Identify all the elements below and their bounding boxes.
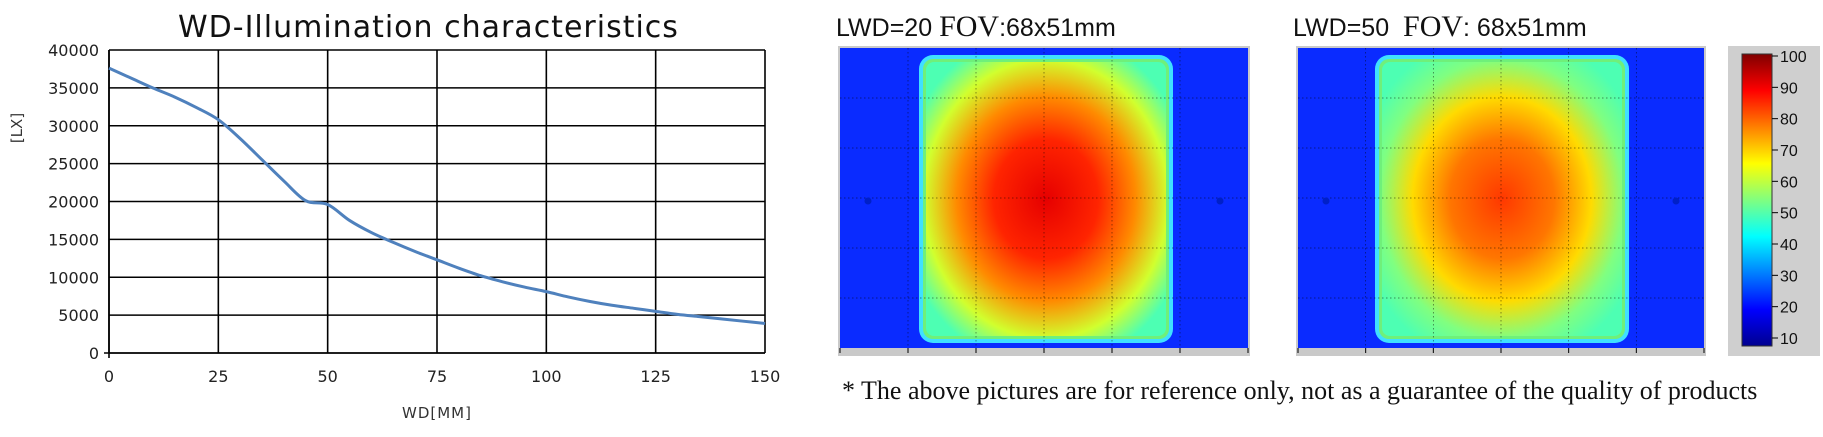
reference-marker [1322, 197, 1330, 205]
reference-marker [1216, 197, 1224, 205]
colorbar-tick-label: 80 [1780, 112, 1798, 129]
x-tick-label: 100 [531, 367, 562, 386]
y-tick-label: 35000 [48, 79, 99, 98]
y-tick-label: 10000 [48, 268, 99, 287]
x-tick-label: 50 [317, 367, 337, 386]
illumination-field [926, 62, 1166, 336]
reference-marker [864, 197, 872, 205]
heatmap-1-fov-label: FOV [939, 10, 1000, 43]
colorbar-tick-label: 40 [1780, 237, 1798, 254]
x-tick-label: 25 [208, 367, 228, 386]
colorbar-ramp [1741, 53, 1773, 347]
colorbar-tick-label: 20 [1780, 300, 1798, 317]
heatmap-lwd20 [838, 46, 1250, 356]
colorbar-tick-label: 10 [1780, 331, 1798, 348]
heatmap-2-title: LWD=50 FOV: 68x51mm [1293, 10, 1587, 44]
y-tick-label: 0 [89, 344, 99, 363]
y-tick-label: 40000 [48, 41, 99, 60]
heatmap-1-title: LWD=20 FOV:68x51mm [836, 10, 1116, 44]
colorbar-tick-label: 30 [1780, 268, 1798, 285]
x-axis-label: WD[MM] [402, 404, 472, 422]
series-line-0 [108, 66, 766, 325]
y-tick-label: 20000 [48, 193, 99, 212]
colorbar-tick-label: 90 [1780, 80, 1798, 97]
heatmap-2-fov-label: FOV [1403, 10, 1464, 43]
x-tick-label: 75 [427, 367, 447, 386]
x-tick-label: 125 [640, 367, 671, 386]
colorbar-tick-label: 100 [1780, 49, 1807, 66]
x-tick-label: 150 [750, 367, 780, 386]
heatmap-2-fov-value: : 68x51mm [1463, 14, 1587, 42]
heatmap-lwd50 [1296, 46, 1706, 356]
heatmap-1-lwd: LWD=20 [836, 14, 933, 42]
reference-marker [1672, 197, 1680, 205]
line-chart: 0 5000 10000 15000 20000 25000 30000 35000 40000… [8, 41, 780, 422]
colorbar-tick-label: 60 [1780, 174, 1798, 191]
colorbar: 100 90 80 70 60 50 40 30 20 10 [1728, 46, 1820, 356]
x-tick-label: 0 [104, 367, 114, 386]
y-tick-label: 5000 [58, 306, 99, 325]
illumination-field [1382, 62, 1622, 336]
colorbar-tick-label: 70 [1780, 143, 1798, 160]
y-tick-label: 15000 [48, 230, 99, 249]
heatmap-2-lwd: LWD=50 [1293, 14, 1390, 42]
colorbar-tick-label: 50 [1780, 206, 1798, 223]
heatmap-1-fov-value: :68x51mm [999, 14, 1116, 42]
y-axis-label: [LX] [8, 113, 26, 143]
chart-title: WD-Illumination characteristics [178, 10, 679, 45]
disclaimer-note: * The above pictures are for reference o… [842, 376, 1758, 405]
y-tick-label: 25000 [48, 155, 99, 174]
y-tick-label: 30000 [48, 117, 99, 136]
